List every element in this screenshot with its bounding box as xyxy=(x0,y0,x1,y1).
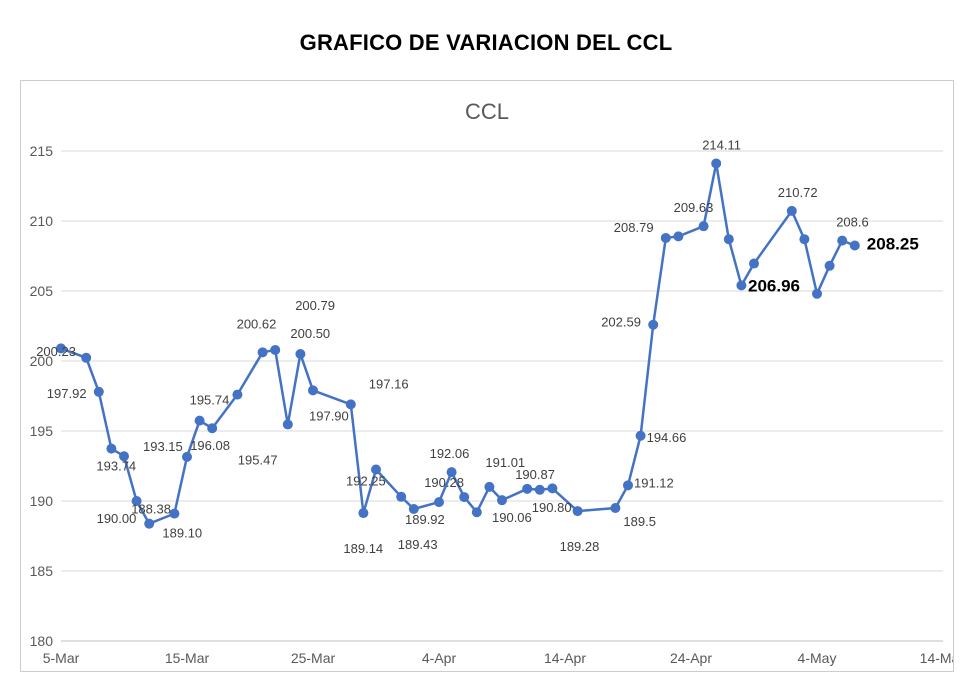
data-point xyxy=(119,451,129,461)
data-point xyxy=(346,399,356,409)
data-label: 210.72 xyxy=(778,185,818,200)
data-label: 189.28 xyxy=(560,539,600,554)
data-point xyxy=(81,353,91,363)
y-tick-label: 180 xyxy=(30,633,54,649)
y-tick-label: 185 xyxy=(30,563,54,579)
data-point xyxy=(169,509,179,519)
data-label: 191.12 xyxy=(634,475,674,490)
data-point xyxy=(232,390,242,400)
data-point xyxy=(636,431,646,441)
data-label: 193.74 xyxy=(96,459,136,474)
data-point xyxy=(94,387,104,397)
data-point xyxy=(535,485,545,495)
data-point xyxy=(358,508,368,518)
y-tick-label: 210 xyxy=(30,213,54,229)
data-point xyxy=(472,507,482,517)
data-label: 189.5 xyxy=(623,514,656,529)
data-label: 190.87 xyxy=(515,467,555,482)
data-point xyxy=(736,280,746,290)
data-point xyxy=(787,206,797,216)
data-label: 189.14 xyxy=(343,541,383,556)
data-point xyxy=(459,492,469,502)
data-point xyxy=(825,261,835,271)
data-label: 200.79 xyxy=(295,298,335,313)
x-tick-label: 14-May xyxy=(920,650,953,666)
y-tick-label: 215 xyxy=(30,143,54,159)
data-label: 200.23 xyxy=(36,344,76,359)
data-point xyxy=(749,259,759,269)
data-point xyxy=(711,158,721,168)
data-label: 192.06 xyxy=(430,446,470,461)
data-point xyxy=(295,349,305,359)
data-point xyxy=(258,347,268,357)
data-label: 194.66 xyxy=(647,430,687,445)
data-point xyxy=(610,503,620,513)
data-point xyxy=(434,497,444,507)
data-label: 190.80 xyxy=(532,500,572,515)
data-point xyxy=(195,416,205,426)
data-point xyxy=(648,320,658,330)
data-point xyxy=(573,506,583,516)
data-label: 200.50 xyxy=(290,326,330,341)
data-label: 190.28 xyxy=(424,475,464,490)
data-point xyxy=(623,480,633,490)
data-label: 189.10 xyxy=(162,526,202,541)
y-tick-label: 190 xyxy=(30,493,54,509)
x-tick-label: 5-Mar xyxy=(43,650,80,666)
data-point xyxy=(799,234,809,244)
data-point xyxy=(144,519,154,529)
x-tick-label: 4-Apr xyxy=(422,650,457,666)
data-label: 200.62 xyxy=(237,316,277,331)
data-point xyxy=(837,236,847,246)
data-point xyxy=(270,345,280,355)
data-label: 195.47 xyxy=(238,452,278,467)
data-point xyxy=(396,492,406,502)
data-label: 208.25 xyxy=(867,235,919,254)
x-tick-label: 25-Mar xyxy=(291,650,336,666)
data-label: 208.79 xyxy=(614,220,654,235)
data-point xyxy=(522,484,532,494)
series-line xyxy=(61,163,855,523)
data-point xyxy=(699,221,709,231)
page-title: GRAFICO DE VARIACION DEL CCL xyxy=(20,30,952,56)
data-label: 209.63 xyxy=(674,200,714,215)
data-point xyxy=(207,423,217,433)
data-label: 189.43 xyxy=(398,537,438,552)
chart-container: CCL 1801851901952002052102155-Mar15-Mar2… xyxy=(20,80,954,672)
data-point xyxy=(484,482,494,492)
data-label: 214.11 xyxy=(702,137,741,152)
x-tick-label: 14-Apr xyxy=(544,650,586,666)
chart-svg: 1801851901952002052102155-Mar15-Mar25-Ma… xyxy=(21,81,953,671)
data-label: 197.92 xyxy=(47,386,87,401)
data-label: 202.59 xyxy=(601,315,641,330)
x-tick-label: 4-May xyxy=(798,650,837,666)
data-label: 208.6 xyxy=(836,215,869,230)
data-point xyxy=(661,233,671,243)
data-point xyxy=(283,419,293,429)
data-label: 206.96 xyxy=(748,277,800,296)
data-label: 193.15 xyxy=(143,439,183,454)
data-point xyxy=(673,231,683,241)
x-tick-label: 24-Apr xyxy=(670,650,712,666)
data-point xyxy=(106,444,116,454)
data-label: 189.92 xyxy=(405,512,445,527)
data-label: 196.08 xyxy=(190,438,230,453)
data-point xyxy=(850,241,860,251)
data-label: 188.38 xyxy=(131,502,171,517)
data-point xyxy=(497,495,507,505)
data-point xyxy=(724,234,734,244)
x-tick-label: 15-Mar xyxy=(165,650,210,666)
data-label: 197.16 xyxy=(369,376,409,391)
data-point xyxy=(812,289,822,299)
data-label: 195.74 xyxy=(190,393,230,408)
data-label: 192.25 xyxy=(346,474,386,489)
y-tick-label: 195 xyxy=(30,423,54,439)
y-tick-label: 205 xyxy=(30,283,54,299)
data-point xyxy=(182,452,192,462)
data-point xyxy=(308,385,318,395)
data-point xyxy=(547,483,557,493)
data-label: 190.06 xyxy=(492,510,532,525)
data-label: 197.90 xyxy=(309,408,349,423)
